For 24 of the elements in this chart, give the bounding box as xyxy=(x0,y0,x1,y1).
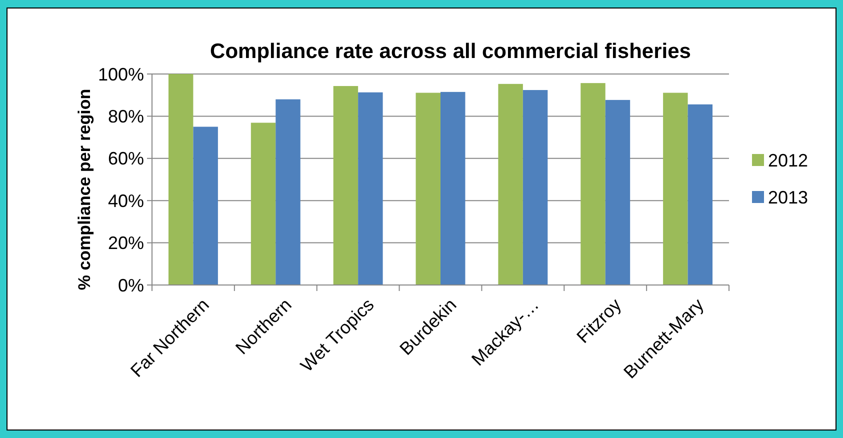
bar xyxy=(276,99,300,285)
bar xyxy=(580,83,606,285)
y-tick-label: 80% xyxy=(108,106,144,126)
bar xyxy=(688,104,713,285)
bar xyxy=(522,90,548,285)
bar xyxy=(333,86,358,285)
legend-label: 2013 xyxy=(768,187,808,208)
bar xyxy=(498,84,523,285)
bar xyxy=(168,74,194,285)
bar xyxy=(605,100,630,285)
bar xyxy=(358,92,383,285)
bar xyxy=(416,92,440,285)
bar xyxy=(663,92,688,285)
bar xyxy=(440,92,466,285)
y-tick-label: 60% xyxy=(108,148,144,169)
y-tick-label: 0% xyxy=(118,275,144,296)
y-tick-label: 100% xyxy=(98,64,144,84)
legend-label: 2012 xyxy=(768,150,808,170)
y-tick-label: 40% xyxy=(108,190,144,211)
y-axis-title: % compliance per region xyxy=(75,88,94,290)
bar xyxy=(250,122,276,285)
y-tick-label: 20% xyxy=(108,233,144,254)
chart-title: Compliance rate across all commercial fisheries xyxy=(210,40,691,63)
bar xyxy=(193,126,218,285)
